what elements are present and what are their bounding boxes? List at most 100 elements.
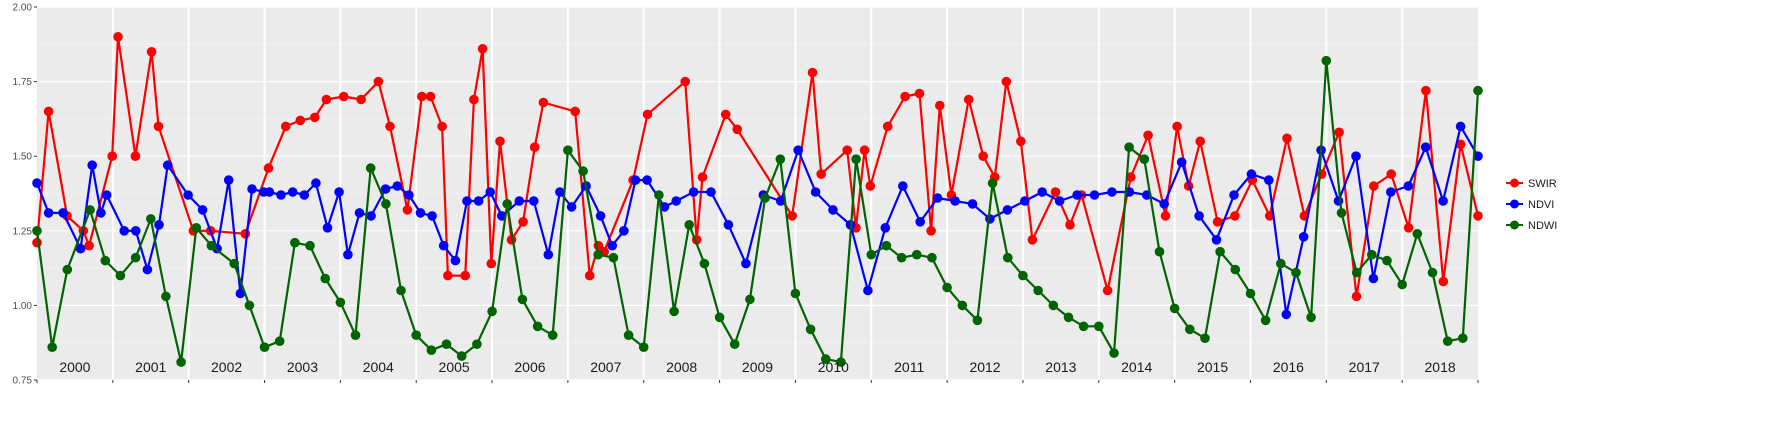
data-point-ndvi [1002, 205, 1013, 215]
data-point-ndvi [828, 205, 838, 215]
data-point-ndwi [1336, 208, 1347, 218]
data-point-swir [310, 112, 320, 123]
data-point-swir [240, 229, 251, 239]
data-point-ndvi [1072, 190, 1082, 200]
data-point-ndwi [365, 163, 376, 173]
data-point-ndwi [927, 252, 937, 263]
year-label: 2001 [135, 359, 166, 375]
data-point-swir [1172, 121, 1182, 132]
data-point-swir [32, 237, 42, 248]
data-point-ndwi [729, 339, 740, 350]
data-point-swir [1230, 211, 1240, 221]
data-point-swir [1212, 217, 1223, 227]
data-point-ndwi [1003, 252, 1013, 263]
data-point-swir [495, 136, 505, 147]
data-point-swir [865, 181, 876, 191]
data-point-ndwi [745, 294, 755, 305]
year-label: 2013 [1045, 359, 1076, 375]
year-label: 2004 [363, 359, 394, 375]
data-point-ndwi [62, 264, 73, 275]
data-point-ndwi [146, 214, 156, 224]
data-point-swir [1421, 85, 1431, 96]
data-point-swir [1473, 211, 1483, 221]
data-point-swir [807, 67, 818, 78]
data-point-ndwi [1276, 258, 1286, 269]
data-point-ndwi [578, 166, 588, 176]
data-point-ndwi [1033, 285, 1043, 296]
data-point-ndvi [183, 190, 193, 200]
data-point-ndwi [396, 285, 406, 296]
data-point-ndwi [1351, 267, 1362, 278]
data-point-ndwi [836, 357, 846, 367]
data-point-ndvi [450, 255, 461, 266]
data-point-ndwi [1260, 315, 1271, 326]
data-point-ndvi [58, 208, 68, 218]
data-point-ndwi [1245, 288, 1256, 299]
data-point-ndvi [415, 208, 426, 218]
data-point-ndwi [623, 330, 634, 341]
data-point-ndwi [714, 312, 725, 323]
data-point-swir [1001, 76, 1012, 87]
data-point-ndvi [1386, 187, 1396, 197]
data-point-ndwi [1078, 321, 1089, 332]
data-point-ndwi [335, 297, 346, 308]
data-point-swir [477, 44, 488, 54]
data-point-swir [281, 121, 291, 132]
data-point-swir [1334, 127, 1344, 138]
data-point-swir [787, 211, 797, 221]
data-point-ndwi [881, 240, 892, 251]
data-point-ndvi [223, 175, 234, 185]
legend-label: NDWI [1528, 220, 1557, 232]
data-point-ndwi [85, 205, 95, 215]
data-point-ndwi [608, 252, 619, 263]
data-point-ndvi [1351, 151, 1361, 161]
data-point-ndvi [235, 288, 246, 299]
data-point-ndvi [380, 184, 391, 194]
data-point-swir [697, 172, 708, 182]
data-point-ndwi [1048, 300, 1059, 311]
data-point-swir [425, 91, 436, 102]
data-point-ndwi [1367, 249, 1377, 260]
data-point-swir [338, 91, 349, 102]
data-point-ndvi [863, 285, 873, 296]
data-point-swir [529, 142, 540, 152]
data-point-swir [1050, 187, 1061, 197]
data-point-ndvi [1298, 232, 1309, 242]
data-point-ndvi [1107, 187, 1117, 197]
data-point-ndwi [487, 306, 497, 317]
data-point-ndwi [684, 220, 694, 230]
y-tick-label: 0.75 [13, 376, 33, 387]
legend-label: SWIR [1528, 178, 1557, 190]
data-point-swir [720, 109, 731, 120]
data-point-ndwi [47, 342, 57, 353]
data-point-ndvi [1229, 190, 1239, 200]
data-point-ndwi [1200, 333, 1210, 344]
data-point-ndwi [1185, 324, 1195, 335]
data-point-ndvi [334, 187, 344, 197]
data-point-ndwi [1382, 255, 1392, 266]
data-point-swir [113, 32, 123, 42]
data-point-ndwi [191, 223, 202, 233]
data-point-ndvi [462, 196, 472, 206]
data-point-ndvi [671, 196, 681, 206]
data-point-swir [1065, 220, 1075, 230]
series-swir [32, 32, 1483, 302]
data-point-ndwi [987, 178, 998, 188]
data-point-ndvi [75, 243, 86, 254]
data-point-ndwi [821, 354, 831, 364]
data-point-ndwi [502, 199, 512, 209]
data-point-ndvi [131, 226, 141, 236]
data-point-ndvi [1176, 157, 1187, 167]
data-point-ndvi [1037, 187, 1047, 197]
data-point-ndvi [299, 190, 310, 200]
data-point-ndwi [1139, 154, 1150, 164]
data-point-swir [469, 94, 479, 105]
data-point-ndwi [1306, 312, 1316, 323]
data-point-ndwi [259, 342, 270, 353]
data-point-ndvi [154, 220, 164, 230]
data-point-ndvi [119, 226, 129, 236]
data-point-ndwi [593, 249, 603, 260]
data-point-ndwi [130, 252, 141, 263]
year-label: 2014 [1121, 359, 1152, 375]
